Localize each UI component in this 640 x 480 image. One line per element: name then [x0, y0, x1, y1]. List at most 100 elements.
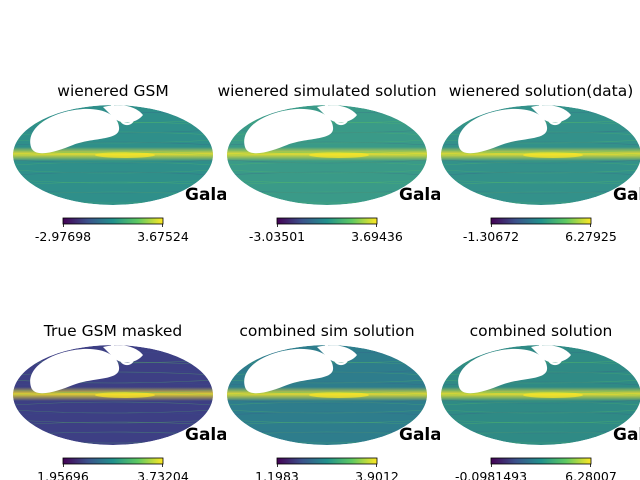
- texture-streak: [441, 179, 640, 184]
- texture-streak: [13, 181, 213, 186]
- texture-streak: [441, 171, 640, 176]
- texture-streak: [227, 411, 427, 416]
- mask-strip: [325, 345, 328, 373]
- texture-streak: [441, 409, 640, 414]
- texture-streak: [227, 179, 427, 184]
- texture-streak: [441, 161, 640, 166]
- texture-streak: [441, 169, 640, 174]
- mask-strip: [539, 105, 542, 133]
- colorbar-max-label: 3.67524: [137, 229, 189, 244]
- texture-streak: [13, 179, 213, 184]
- mask-ring: [547, 112, 563, 126]
- mask-ring: [527, 357, 547, 373]
- colorbar-gradient: [62, 457, 164, 465]
- colorbar-max-label: 6.27925: [565, 229, 617, 244]
- galactic-center: [523, 392, 583, 398]
- mollweide-map: [13, 345, 213, 445]
- colorbar-max-label: 6.28007: [565, 469, 617, 480]
- texture-streak: [227, 391, 427, 396]
- mask-ring: [75, 115, 107, 139]
- mask-ring: [119, 352, 135, 366]
- panel-title: wienered GSM: [57, 82, 169, 100]
- panel-title: wienered solution(data): [448, 82, 634, 100]
- coordinate-label: Galactic: [613, 425, 640, 445]
- texture-streak: [441, 159, 640, 164]
- panel-title: combined solution: [469, 322, 613, 340]
- mask-region: [244, 108, 334, 154]
- panel-title: combined sim solution: [239, 322, 415, 340]
- colorbar-gradient: [276, 217, 378, 225]
- colorbar: [490, 217, 592, 227]
- colorbar: [490, 457, 592, 467]
- mask-ring: [333, 112, 349, 126]
- mask-ring: [99, 117, 119, 133]
- colorbar-max-label: 3.69436: [351, 229, 403, 244]
- colorbar-gradient: [276, 457, 378, 465]
- coordinate-label: Galactic: [399, 185, 440, 205]
- mask-ring: [503, 355, 535, 379]
- colorbar: [276, 217, 378, 227]
- colorbar-gradient: [62, 217, 164, 225]
- texture-streak: [13, 399, 213, 404]
- texture-streak: [441, 181, 640, 186]
- texture-streak: [13, 391, 213, 396]
- coordinate-label: Galactic: [185, 185, 226, 205]
- texture-streak: [441, 391, 640, 396]
- colorbar-max-label: 3.9012: [355, 469, 399, 480]
- coordinate-label: Galactic: [399, 425, 440, 445]
- mask-region: [30, 108, 120, 154]
- galactic-center: [309, 152, 369, 158]
- coordinate-label: Galactic: [613, 185, 640, 205]
- texture-streak: [441, 421, 640, 426]
- mask-ring: [75, 355, 107, 379]
- texture-streak: [227, 169, 427, 174]
- texture-streak: [227, 159, 427, 164]
- colorbar-max-label: 3.73204: [137, 469, 189, 480]
- mask-region: [244, 348, 334, 394]
- colorbar-min-label: -2.97698: [34, 229, 92, 244]
- mask-strip: [539, 345, 542, 373]
- mask-strip: [111, 105, 114, 133]
- colorbar: [276, 457, 378, 467]
- mask-region: [30, 348, 120, 394]
- texture-streak: [13, 409, 213, 414]
- galactic-center: [95, 392, 155, 398]
- texture-streak: [13, 401, 213, 406]
- coordinate-label: Galactic: [185, 425, 226, 445]
- mask-ring: [527, 117, 547, 133]
- mask-ring: [313, 117, 333, 133]
- mask-region: [458, 348, 548, 394]
- mask-ring: [333, 352, 349, 366]
- texture-streak: [13, 419, 213, 424]
- mollweide-map: [441, 105, 640, 205]
- colorbar-min-label: 1.95696: [37, 469, 89, 480]
- texture-streak: [227, 401, 427, 406]
- colorbar-gradient: [490, 217, 592, 225]
- texture-streak: [441, 411, 640, 416]
- mollweide-map: [441, 345, 640, 445]
- texture-streak: [13, 169, 213, 174]
- colorbar-min-label: 1.1983: [255, 469, 299, 480]
- texture-streak: [227, 419, 427, 424]
- mollweide-map: [227, 345, 427, 445]
- texture-streak: [441, 151, 640, 156]
- mask-ring: [503, 115, 535, 139]
- texture-streak: [13, 171, 213, 176]
- texture-streak: [13, 421, 213, 426]
- texture-streak: [227, 409, 427, 414]
- texture-streak: [441, 401, 640, 406]
- mask-ring: [119, 112, 135, 126]
- colorbar-gradient: [490, 457, 592, 465]
- mask-strip: [325, 105, 328, 133]
- panel-title: True GSM masked: [43, 322, 183, 340]
- colorbar: [62, 217, 164, 227]
- texture-streak: [227, 151, 427, 156]
- mollweide-map: [227, 105, 427, 205]
- galactic-center: [95, 152, 155, 158]
- texture-streak: [13, 161, 213, 166]
- texture-streak: [13, 159, 213, 164]
- texture-streak: [227, 399, 427, 404]
- colorbar-min-label: -3.03501: [248, 229, 306, 244]
- texture-streak: [227, 181, 427, 186]
